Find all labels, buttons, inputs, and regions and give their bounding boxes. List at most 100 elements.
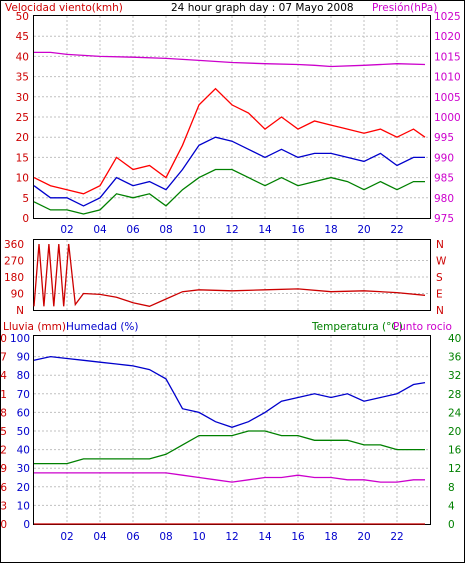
wind-panel-grid: [34, 16, 430, 218]
tick-label: 270: [4, 256, 24, 268]
x-tick-label: 18: [324, 224, 337, 236]
humidity-tick-label: 20: [17, 482, 30, 494]
humidity-x-ticks: 02 04 06 08 10 12 14 16 18 20 22: [60, 531, 403, 543]
tick-label: 24: [448, 407, 462, 419]
wind-direction-line: [33, 243, 426, 307]
humidity-series: [33, 355, 426, 525]
wind-axis-label: Velocidad viento(kmh): [5, 2, 123, 14]
pressure-right-ticks: 975 980 985 990 995 1000 1005 1010 1015 1020 1025: [434, 11, 461, 225]
tick-label: 15: [16, 152, 29, 164]
tick-label: 50: [16, 11, 29, 23]
tick-label: 12: [448, 463, 461, 475]
tick-label: 360: [4, 239, 24, 251]
tick-label: 0: [448, 519, 455, 531]
humidity-tick-label: 50: [17, 426, 30, 438]
tick-label: 0: [22, 213, 29, 225]
tick-label: 995: [434, 132, 454, 144]
tick-label: 36: [448, 352, 462, 364]
rain-tick-label: 6: [0, 482, 7, 494]
x-tick-label: 10: [192, 531, 205, 543]
tick-label: 1015: [434, 51, 461, 63]
tick-label: 32: [448, 370, 461, 382]
x-tick-label: 14: [258, 224, 272, 236]
humidity-tick-label: 80: [17, 370, 30, 382]
temperature-line: [34, 430, 425, 465]
direction-series: [33, 243, 426, 307]
x-tick-label: 18: [324, 531, 337, 543]
tick-label: 1000: [434, 112, 461, 124]
chart-title: 24 hour graph day : 07 Mayo 2008: [171, 2, 354, 14]
humidity-tick-label: 90: [17, 352, 30, 364]
tick-label: 980: [434, 193, 454, 205]
rain-tick-label: 18: [0, 407, 7, 419]
x-tick-label: 14: [258, 531, 272, 543]
humidity-tick-label: 10: [17, 500, 30, 512]
pressure-axis-label: Presión(hPa): [372, 2, 437, 14]
dewpoint-line: [34, 472, 425, 483]
wind-series: [33, 51, 426, 215]
humidity-tick-label: 30: [17, 463, 30, 475]
tick-label: 25: [16, 112, 29, 124]
humidity-tick-label: 70: [17, 389, 30, 401]
x-tick-label: 12: [225, 531, 238, 543]
tick-label: E: [436, 289, 443, 301]
tick-label: 45: [16, 31, 29, 43]
x-tick-label: 06: [126, 531, 140, 543]
x-tick-label: 16: [291, 531, 305, 543]
x-tick-label: 04: [93, 531, 107, 543]
temperature-right-ticks: 0 4 8 12 16 20 24 28 32 36 40: [448, 333, 462, 531]
x-tick-label: 22: [390, 531, 403, 543]
rain-tick-label: 24: [0, 370, 7, 382]
rain-tick-label: 30: [0, 333, 7, 345]
tick-label: N: [16, 305, 24, 317]
dewpoint-axis-label: Punto rocio: [393, 321, 452, 333]
rain-tick-label: 9: [0, 463, 7, 475]
x-tick-label: 08: [159, 531, 172, 543]
x-tick-label: 20: [357, 224, 370, 236]
x-tick-label: 16: [291, 224, 305, 236]
temperature-axis-label: Temperatura (°C): [311, 321, 403, 333]
wind-avg-line: [33, 136, 425, 207]
x-tick-label: 22: [390, 224, 403, 236]
rain-tick-label: 12: [0, 445, 7, 457]
tick-label: W: [436, 256, 447, 268]
tick-label: 1005: [434, 92, 461, 104]
rain-tick-label: 21: [0, 389, 7, 401]
rain-axis-label: Lluvia (mm): [3, 321, 66, 333]
wind-gust-line: [33, 87, 426, 195]
x-tick-label: 08: [159, 224, 172, 236]
rain-tick-label: 3: [0, 500, 7, 512]
tick-label: 990: [434, 152, 454, 164]
x-tick-label: 10: [192, 224, 205, 236]
tick-label: 180: [4, 272, 24, 284]
tick-label: 4: [448, 500, 455, 512]
tick-label: 40: [16, 51, 29, 63]
tick-label: 40: [448, 333, 461, 345]
x-tick-label: 04: [93, 224, 107, 236]
tick-label: 20: [16, 132, 29, 144]
direction-panel-grid: [34, 240, 430, 310]
humidity-axis-label: Humedad (%): [66, 321, 139, 333]
humidity-tick-label: 100: [10, 333, 30, 345]
tick-label: 30: [16, 92, 29, 104]
pressure-line: [34, 51, 426, 68]
rain-tick-label: 15: [0, 426, 7, 438]
x-tick-label: 06: [126, 224, 140, 236]
humidity-line: [33, 355, 426, 428]
tick-label: 35: [16, 72, 29, 84]
tick-label: N: [436, 305, 444, 317]
humidity-tick-label: 0: [23, 519, 30, 531]
humidity-tick-label: 40: [17, 445, 30, 457]
wind-min-line: [33, 168, 425, 215]
x-tick-label: 12: [225, 224, 238, 236]
x-tick-label: 02: [60, 531, 73, 543]
tick-label: 20: [448, 426, 461, 438]
tick-label: 1010: [434, 72, 461, 84]
direction-left-ticks: N 90 180 270 360: [4, 239, 24, 317]
tick-label: 1025: [434, 11, 461, 23]
tick-label: 90: [11, 289, 24, 301]
tick-label: 16: [448, 445, 462, 457]
